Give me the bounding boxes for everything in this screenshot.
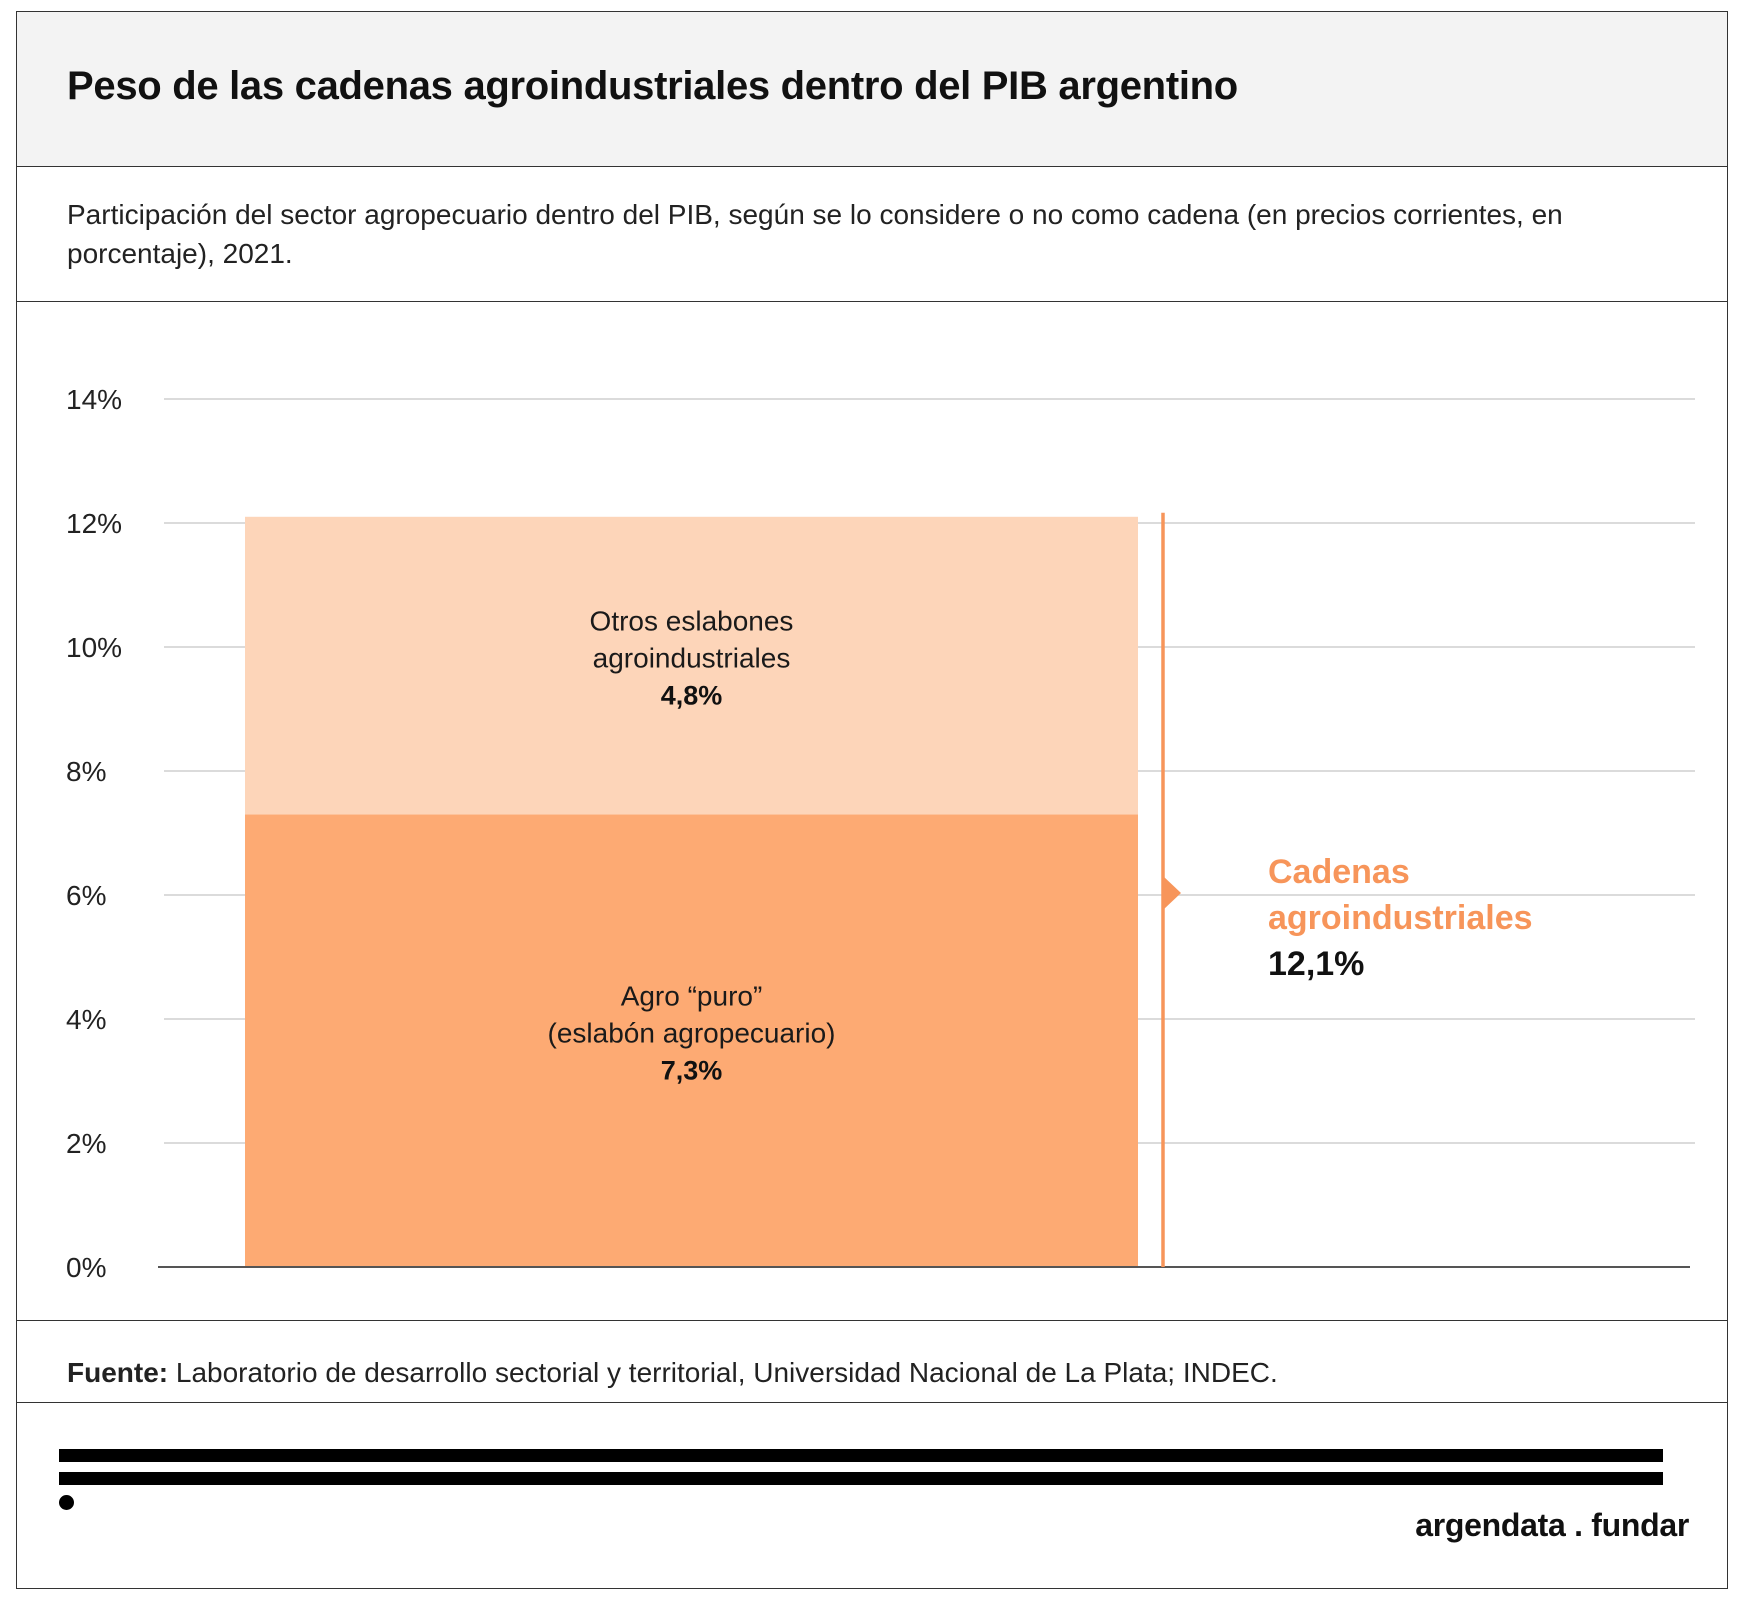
subtitle-divider — [17, 301, 1727, 302]
source-label: Fuente: — [67, 1357, 169, 1388]
chart-title: Peso de las cadenas agroindustriales den… — [67, 64, 1238, 108]
y-tick-label: 14% — [66, 384, 122, 415]
segment-label: Otros eslabones — [590, 606, 794, 637]
title-band: Peso de las cadenas agroindustriales den… — [17, 12, 1727, 167]
y-tick-label: 10% — [66, 632, 122, 663]
logo-dot — [59, 1495, 74, 1510]
y-tick-label: 2% — [66, 1128, 106, 1159]
y-tick-label: 4% — [66, 1004, 106, 1035]
chart-subtitle: Participación del sector agropecuario de… — [67, 199, 1563, 269]
y-tick-label: 0% — [66, 1252, 106, 1283]
bar-segment-otros-eslabones — [245, 516, 1138, 815]
logo-bar-top — [59, 1449, 1663, 1462]
segment-label: agroindustriales — [593, 643, 791, 674]
source-text: Laboratorio de desarrollo sectorial y te… — [168, 1357, 1278, 1388]
segment-value-label: 7,3% — [661, 1056, 723, 1086]
y-tick-label: 8% — [66, 756, 106, 787]
total-bracket-arrow — [1163, 876, 1181, 910]
total-label: agroindustriales — [1268, 899, 1533, 937]
y-tick-label: 12% — [66, 508, 122, 539]
brand-logo-text: argendata . fundar — [1415, 1507, 1689, 1543]
segment-label: (eslabón agropecuario) — [548, 1018, 836, 1049]
total-value-label: 12,1% — [1268, 945, 1364, 983]
segment-label: Agro “puro” — [621, 981, 763, 1012]
total-label: Cadenas — [1268, 853, 1410, 891]
segment-value-label: 4,8% — [661, 681, 723, 711]
source-divider-top — [17, 1320, 1727, 1321]
logo-bar-bottom — [59, 1472, 1663, 1485]
source-note: Fuente: Laboratorio de desarrollo sector… — [67, 1357, 1278, 1389]
bar-segment-agro-puro — [245, 814, 1138, 1267]
y-tick-label: 6% — [66, 880, 106, 911]
source-divider-bottom — [17, 1402, 1727, 1403]
chart-frame: Peso de las cadenas agroindustriales den… — [16, 11, 1728, 1589]
